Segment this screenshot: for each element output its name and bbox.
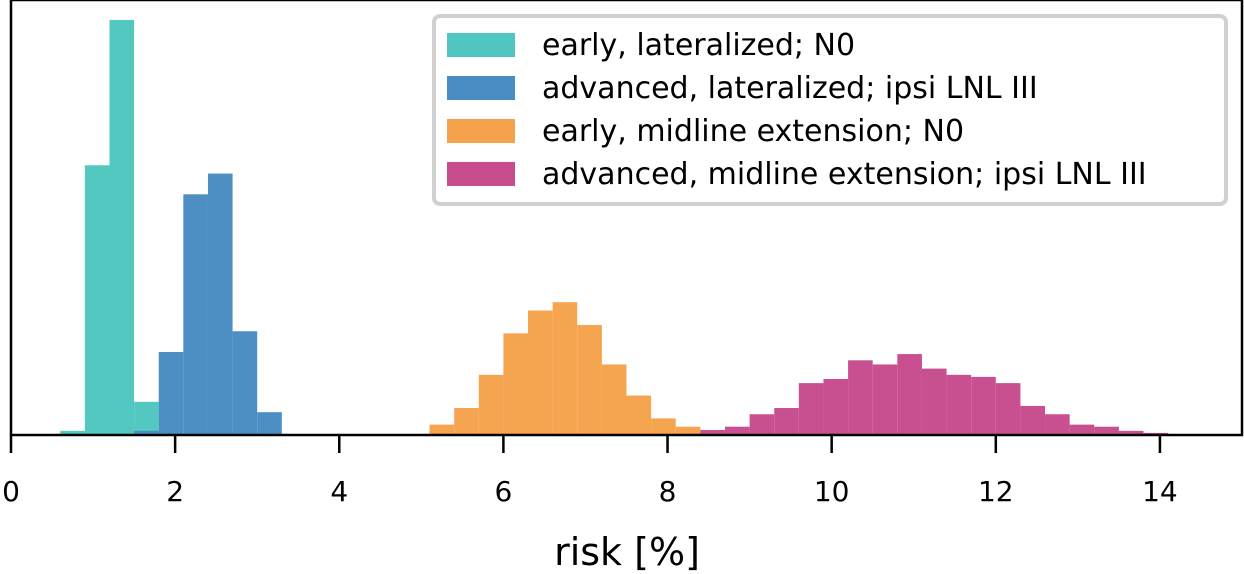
- legend-swatch: [447, 33, 515, 57]
- histogram-bar-series-1: [109, 20, 135, 435]
- histogram-bar-series-2: [207, 173, 233, 436]
- histogram-bar-series-2: [232, 331, 258, 435]
- legend-box: [432, 14, 1228, 206]
- legend-label: advanced, midline extension; ipsi LNL II…: [542, 157, 1147, 192]
- histogram-bar-series-4: [971, 376, 996, 435]
- histogram-bar-series-3: [651, 418, 676, 435]
- x-tick-label: 10: [814, 475, 850, 508]
- histogram-bar-series-4: [823, 378, 849, 435]
- histogram-bar-series-4: [921, 368, 947, 435]
- histogram-bar-series-4: [897, 354, 922, 435]
- legend-label: advanced, lateralized; ipsi LNL III: [542, 71, 1038, 106]
- histogram-bar-series-3: [601, 364, 627, 435]
- histogram-bar-series-4: [1020, 405, 1046, 435]
- legend-label: early, lateralized; N0: [542, 28, 855, 63]
- histogram-bar-series-4: [995, 383, 1021, 435]
- x-tick-label: 2: [166, 475, 184, 508]
- bars-layer: [60, 20, 1169, 436]
- histogram-bar-series-1: [134, 401, 159, 435]
- x-tick-label: 6: [494, 475, 512, 508]
- legend-swatch: [447, 76, 515, 100]
- histogram-bar-series-3: [429, 424, 455, 435]
- x-tick-label: 8: [659, 475, 677, 508]
- histogram-bar-series-3: [454, 408, 479, 435]
- plot-frame: [9, 0, 1244, 437]
- histogram-bar-series-3: [503, 333, 529, 435]
- x-tick-label: 0: [2, 475, 20, 508]
- histogram-bar-series-2: [158, 352, 184, 435]
- histogram-bar-series-4: [700, 430, 725, 435]
- histogram-bar-series-3: [577, 325, 602, 435]
- x-tick-label: 14: [1142, 475, 1178, 508]
- x-tick-label: 12: [978, 475, 1014, 508]
- histogram-bar-series-4: [1118, 430, 1144, 435]
- histogram-bar-series-1: [60, 430, 85, 435]
- histogram-bar-series-2: [183, 194, 208, 435]
- legend-swatch: [447, 162, 515, 186]
- histogram-bar-series-4: [1069, 424, 1095, 435]
- histogram-bar-series-4: [872, 364, 898, 435]
- x-tick-label: 4: [330, 475, 348, 508]
- legend-label: early, midline extension; N0: [542, 114, 964, 149]
- histogram-bar-series-4: [946, 374, 972, 435]
- histogram-bar-series-4: [1094, 426, 1119, 435]
- histogram-bar-series-4: [798, 383, 824, 435]
- histogram-bar-series-4: [1045, 414, 1070, 435]
- histogram-bar-series-3: [552, 302, 578, 435]
- histogram-bar-series-4: [848, 360, 873, 435]
- legend-swatch: [447, 119, 515, 143]
- histogram-bar-series-1: [84, 165, 110, 435]
- histogram-bar-series-3: [528, 310, 553, 435]
- histogram-bar-series-3: [478, 374, 504, 435]
- legend: early, lateralized; N0 advanced, laterali…: [432, 14, 1228, 206]
- histogram-bar-series-2: [257, 412, 282, 435]
- x-axis-label: risk [%]: [554, 530, 700, 574]
- histogram-bar-series-4: [774, 408, 799, 435]
- histogram-bar-series-3: [675, 426, 701, 435]
- histogram-bar-series-3: [626, 395, 652, 435]
- x-axis-ticks: 0 2 4 6 8 10 12 14: [2, 435, 1178, 508]
- histogram-bar-series-2: [134, 430, 159, 435]
- histogram-bar-series-4: [749, 414, 775, 435]
- histogram-bar-series-4: [724, 426, 750, 435]
